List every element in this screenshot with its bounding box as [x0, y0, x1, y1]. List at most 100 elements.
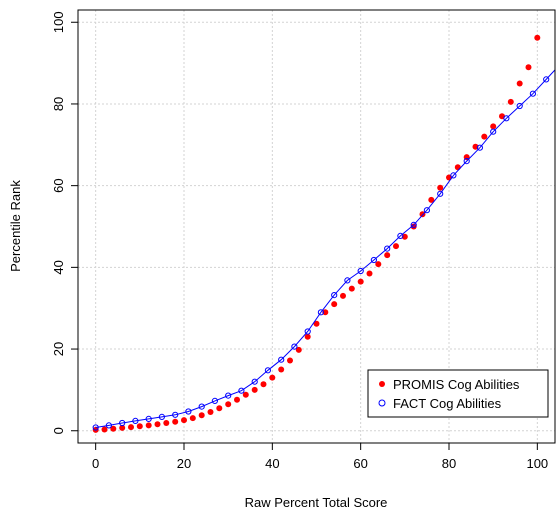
- data-point-promis-cog-abilities: [225, 401, 232, 408]
- data-point-promis-cog-abilities: [101, 426, 108, 433]
- legend-marker-fact: [378, 399, 386, 407]
- data-point-promis-cog-abilities: [119, 424, 126, 431]
- data-point-promis-cog-abilities: [242, 391, 249, 398]
- x-tick-label: 0: [92, 456, 99, 471]
- legend-label-fact: FACT Cog Abilities: [393, 396, 502, 411]
- data-point-fact-cog-abilities: [172, 411, 179, 418]
- data-point-promis-cog-abilities: [189, 415, 196, 422]
- data-point-promis-cog-abilities: [490, 123, 497, 130]
- x-tick-label: 20: [177, 456, 191, 471]
- data-point-promis-cog-abilities: [181, 417, 187, 424]
- data-point-fact-cog-abilities: [317, 309, 324, 316]
- x-tick-label: 80: [442, 456, 456, 471]
- data-point-promis-cog-abilities: [348, 285, 355, 292]
- y-tick-label: 100: [51, 11, 66, 33]
- data-point-promis-cog-abilities: [295, 346, 302, 353]
- data-point-promis-cog-abilities: [375, 261, 382, 268]
- data-point-promis-cog-abilities: [269, 374, 276, 381]
- data-point-fact-cog-abilities: [384, 245, 391, 252]
- data-point-fact-cog-abilities: [423, 207, 430, 214]
- data-point-promis-cog-abilities: [516, 80, 523, 87]
- data-point-promis-cog-abilities: [313, 320, 320, 327]
- data-point-promis-cog-abilities: [340, 292, 346, 299]
- data-point-fact-cog-abilities: [92, 424, 99, 431]
- data-point-fact-cog-abilities: [278, 356, 285, 363]
- x-tick-label: 100: [526, 456, 548, 471]
- y-axis: 0 20 40 60 80 100: [51, 11, 78, 434]
- x-tick-label: 40: [265, 456, 279, 471]
- data-point-fact-cog-abilities: [344, 277, 351, 284]
- y-tick-label: 60: [51, 178, 66, 192]
- data-point-promis-cog-abilities: [260, 381, 267, 388]
- data-point-promis-cog-abilities: [154, 421, 161, 428]
- data-point-fact-cog-abilities: [476, 144, 483, 151]
- legend-box: [367, 369, 549, 418]
- data-point-fact-cog-abilities: [543, 76, 550, 83]
- data-point-promis-cog-abilities: [322, 309, 329, 316]
- data-point-promis-cog-abilities: [481, 133, 488, 140]
- legend-label-promis: PROMIS Cog Abilities: [393, 377, 520, 392]
- x-tick-label: 60: [353, 456, 367, 471]
- data-point-promis-cog-abilities: [410, 223, 417, 230]
- data-point-fact-cog-abilities: [304, 328, 311, 335]
- y-tick-label: 40: [51, 260, 66, 274]
- data-point-promis-cog-abilities: [507, 98, 514, 105]
- y-axis-title: Percentile Rank: [8, 180, 23, 272]
- data-point-promis-cog-abilities: [234, 396, 240, 403]
- data-point-fact-cog-abilities: [251, 378, 258, 385]
- data-point-fact-cog-abilities: [529, 90, 537, 97]
- x-axis-title: Raw Percent Total Score: [245, 495, 388, 510]
- grid-lines: [78, 10, 555, 443]
- y-tick-label: 20: [51, 342, 66, 356]
- data-point-promis-cog-abilities: [198, 412, 205, 419]
- data-point-fact-cog-abilities: [503, 115, 510, 122]
- data-point-fact-cog-abilities: [370, 256, 377, 264]
- data-point-promis-cog-abilities: [393, 243, 399, 250]
- series-layer: [92, 34, 555, 433]
- data-point-promis-cog-abilities: [136, 423, 143, 430]
- data-point-fact-cog-abilities: [198, 403, 205, 410]
- x-axis: 0 20 40 60 80 100: [92, 443, 548, 471]
- data-point-promis-cog-abilities: [287, 357, 293, 364]
- series-fact-cog-abilities: [92, 69, 555, 431]
- data-point-promis-cog-abilities: [278, 366, 285, 373]
- data-point-fact-cog-abilities: [437, 190, 444, 197]
- data-point-fact-cog-abilities: [145, 415, 152, 422]
- data-point-promis-cog-abilities: [454, 164, 461, 171]
- data-point-fact-cog-abilities: [158, 413, 165, 420]
- data-point-promis-cog-abilities: [172, 418, 179, 425]
- legend: PROMIS Cog Abilities FACT Cog Abilities: [367, 369, 549, 418]
- data-point-promis-cog-abilities: [163, 420, 170, 426]
- data-point-promis-cog-abilities: [525, 64, 532, 71]
- data-point-promis-cog-abilities: [357, 278, 364, 285]
- data-point-fact-cog-abilities: [185, 408, 192, 415]
- data-point-promis-cog-abilities: [534, 34, 541, 41]
- y-tick-label: 0: [51, 427, 66, 434]
- data-point-fact-cog-abilities: [490, 128, 497, 135]
- data-point-fact-cog-abilities: [211, 397, 218, 404]
- plot-frame: [77, 9, 556, 444]
- data-point-fact-cog-abilities: [132, 417, 139, 424]
- data-point-promis-cog-abilities: [331, 301, 338, 308]
- data-point-promis-cog-abilities: [366, 270, 373, 277]
- data-point-promis-cog-abilities: [304, 333, 311, 340]
- data-point-promis-cog-abilities: [384, 252, 391, 259]
- y-tick-label: 80: [51, 97, 66, 111]
- data-point-promis-cog-abilities: [428, 196, 435, 203]
- data-point-fact-cog-abilities: [238, 387, 245, 394]
- data-point-promis-cog-abilities: [251, 386, 258, 393]
- data-point-promis-cog-abilities: [128, 424, 134, 431]
- data-point-fact-cog-abilities: [410, 221, 417, 228]
- data-point-fact-cog-abilities: [225, 392, 232, 399]
- data-point-promis-cog-abilities: [145, 422, 152, 429]
- data-point-fact-cog-abilities: [516, 102, 523, 110]
- data-point-fact-cog-abilities: [331, 292, 338, 299]
- series-promis-cog-abilities: [92, 34, 541, 433]
- data-point-fact-cog-abilities: [264, 367, 271, 374]
- legend-marker-promis: [379, 381, 385, 387]
- data-point-fact-cog-abilities: [357, 267, 364, 275]
- data-point-fact-cog-abilities: [105, 422, 113, 429]
- data-point-fact-cog-abilities: [291, 343, 298, 350]
